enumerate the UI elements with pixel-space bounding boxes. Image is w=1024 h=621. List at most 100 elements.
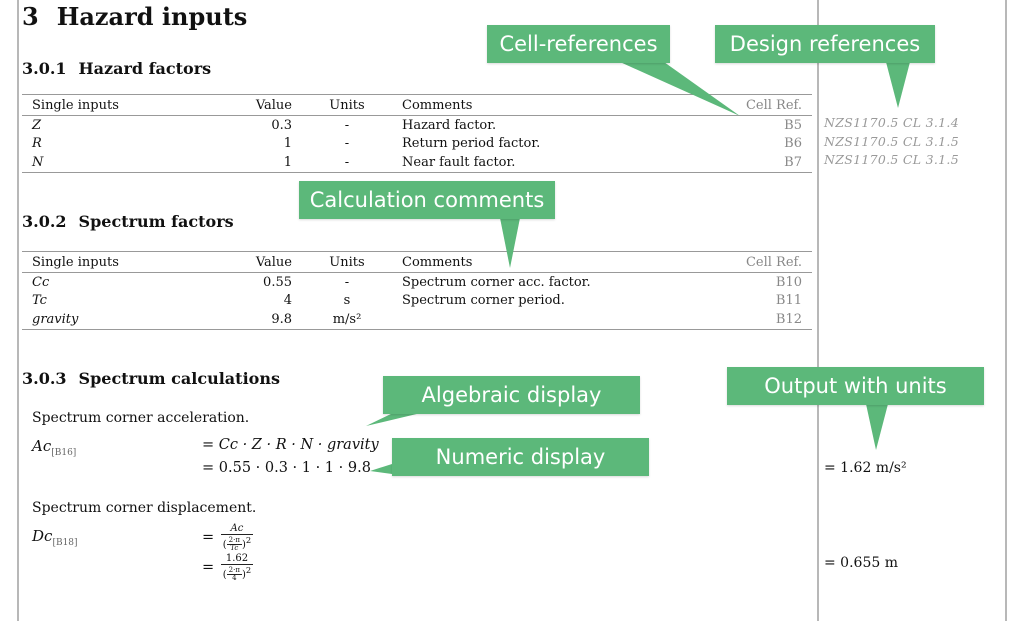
callout-cell-references: Cell-references: [487, 25, 670, 63]
subsection-title: Hazard factors: [78, 59, 212, 78]
callout-design-references: Design references: [715, 25, 935, 63]
column-header-cell-ref: Cell Ref.: [745, 97, 802, 113]
table-row: Tc 4 s Spectrum corner period. B11: [22, 292, 812, 311]
subsection-heading-spectrum-factors: 3.0.2 Spectrum factors: [22, 212, 234, 231]
input-value: 4: [283, 293, 292, 309]
table-row: N 1 - Near fault factor. B7: [22, 153, 812, 172]
calc-cell-ref: [B18]: [52, 538, 78, 548]
input-value: 1: [283, 154, 292, 170]
cell-ref: B11: [775, 293, 802, 309]
section-heading: 3 Hazard inputs: [22, 2, 247, 31]
column-header-single-inputs: Single inputs: [32, 97, 119, 113]
fraction-denominator-top: 2·π: [226, 566, 242, 576]
algebraic-display-pointer: [366, 412, 425, 426]
algebraic-expression: = Cc · Z · R · N · gravity: [202, 437, 379, 453]
input-symbol: gravity: [32, 311, 79, 327]
fraction: Ac(2·π Tc)2: [220, 523, 254, 553]
input-units: -: [344, 154, 350, 170]
design-references-pointer: [886, 62, 910, 108]
input-value: 9.8: [271, 311, 292, 327]
output-with-units-pointer: [866, 404, 888, 450]
column-header-value: Value: [255, 97, 292, 113]
input-value: 0.55: [263, 274, 292, 290]
output-column-divider: [817, 0, 819, 621]
design-reference: NZS1170.5 CL 3.1.5: [824, 134, 959, 149]
fraction-denominator-bottom: 4: [232, 574, 237, 583]
subsection-heading-spectrum-calculations: 3.0.3 Spectrum calculations: [22, 369, 280, 388]
input-comment: Spectrum corner acc. factor.: [402, 274, 591, 290]
output-result: = 1.62 m/s²: [824, 460, 907, 476]
column-header-value: Value: [255, 254, 292, 270]
subsection-number: 3.0.2: [22, 212, 67, 231]
input-comment: Near fault factor.: [402, 154, 516, 170]
cell-ref: B10: [775, 274, 802, 290]
calc-symbol-name: Ac: [32, 437, 52, 455]
fraction-denominator-bottom: Tc: [230, 544, 239, 553]
design-reference: NZS1170.5 CL 3.1.4: [824, 115, 959, 130]
input-symbol: Tc: [32, 293, 47, 309]
cell-ref: B5: [784, 117, 802, 133]
calc-description: Spectrum corner displacement.: [32, 500, 257, 516]
column-header-comments: Comments: [402, 97, 473, 113]
numeric-expression: = 1.62(2·π 4)2: [202, 553, 254, 583]
section-number: 3: [22, 2, 39, 31]
fraction-denominator-top: 2·π: [226, 536, 242, 546]
callout-numeric-display: Numeric display: [392, 438, 649, 476]
column-header-comments: Comments: [402, 254, 473, 270]
callout-calculation-comments: Calculation comments: [299, 181, 555, 219]
fraction: 1.62(2·π 4)2: [220, 553, 254, 583]
right-margin-line: [1005, 0, 1007, 621]
calc-symbol-name: Dc: [32, 527, 53, 545]
table-row: R 1 - Return period factor. B6: [22, 135, 812, 154]
column-header-single-inputs: Single inputs: [32, 254, 119, 270]
numeric-expression: = 0.55 · 0.3 · 1 · 1 · 9.8: [202, 460, 371, 476]
subsection-heading-hazard-factors: 3.0.1 Hazard factors: [22, 59, 211, 78]
input-units: -: [344, 274, 350, 290]
table-row: Cc 0.55 - Spectrum corner acc. factor. B…: [22, 273, 812, 292]
cell-ref: B12: [775, 311, 802, 327]
input-symbol: Cc: [32, 274, 50, 290]
input-units: s: [343, 293, 351, 309]
numeric-display-pointer: [370, 464, 392, 474]
callout-output-with-units: Output with units: [727, 367, 984, 405]
cell-ref: B7: [784, 154, 802, 170]
table-row: Z 0.3 - Hazard factor. B5: [22, 116, 812, 135]
table-row: gravity 9.8 m/s² B12: [22, 310, 812, 329]
table-header-row: Single inputs Value Units Comments Cell …: [22, 251, 812, 273]
input-units: -: [344, 117, 350, 133]
input-value: 1: [283, 136, 292, 152]
subsection-title: Spectrum factors: [78, 212, 234, 231]
table-header-row: Single inputs Value Units Comments Cell …: [22, 94, 812, 116]
spectrum-factors-table: Single inputs Value Units Comments Cell …: [22, 251, 812, 330]
calc-description: Spectrum corner acceleration.: [32, 410, 250, 426]
input-symbol: R: [32, 136, 42, 152]
calc-cell-ref: [B16]: [51, 448, 77, 458]
cell-references-pointer: [620, 62, 740, 116]
section-title: Hazard inputs: [56, 2, 248, 31]
callout-algebraic-display: Algebraic display: [383, 376, 640, 414]
algebraic-expression: = Ac(2·π Tc)2: [202, 523, 254, 553]
calc-symbol: Dc[B18]: [32, 527, 78, 548]
fraction-numerator: Ac: [220, 523, 254, 535]
subsection-number: 3.0.3: [22, 369, 67, 388]
design-reference: NZS1170.5 CL 3.1.5: [824, 152, 959, 167]
input-units: m/s²: [332, 311, 362, 327]
column-header-cell-ref: Cell Ref.: [745, 254, 802, 270]
input-comment: Return period factor.: [402, 136, 541, 152]
left-margin-line: [17, 0, 19, 621]
subsection-title: Spectrum calculations: [78, 369, 280, 388]
input-symbol: Z: [32, 117, 42, 133]
input-comment: Spectrum corner period.: [402, 293, 565, 309]
calculation-comments-pointer: [500, 218, 520, 268]
input-comment: Hazard factor.: [402, 117, 497, 133]
fraction-numerator: 1.62: [220, 553, 254, 565]
input-symbol: N: [32, 154, 44, 170]
input-value: 0.3: [271, 117, 292, 133]
input-units: -: [344, 136, 350, 152]
calc-symbol: Ac[B16]: [32, 437, 76, 458]
subsection-number: 3.0.1: [22, 59, 67, 78]
column-header-units: Units: [329, 97, 365, 113]
hazard-factors-table: Single inputs Value Units Comments Cell …: [22, 94, 812, 173]
column-header-units: Units: [329, 254, 365, 270]
